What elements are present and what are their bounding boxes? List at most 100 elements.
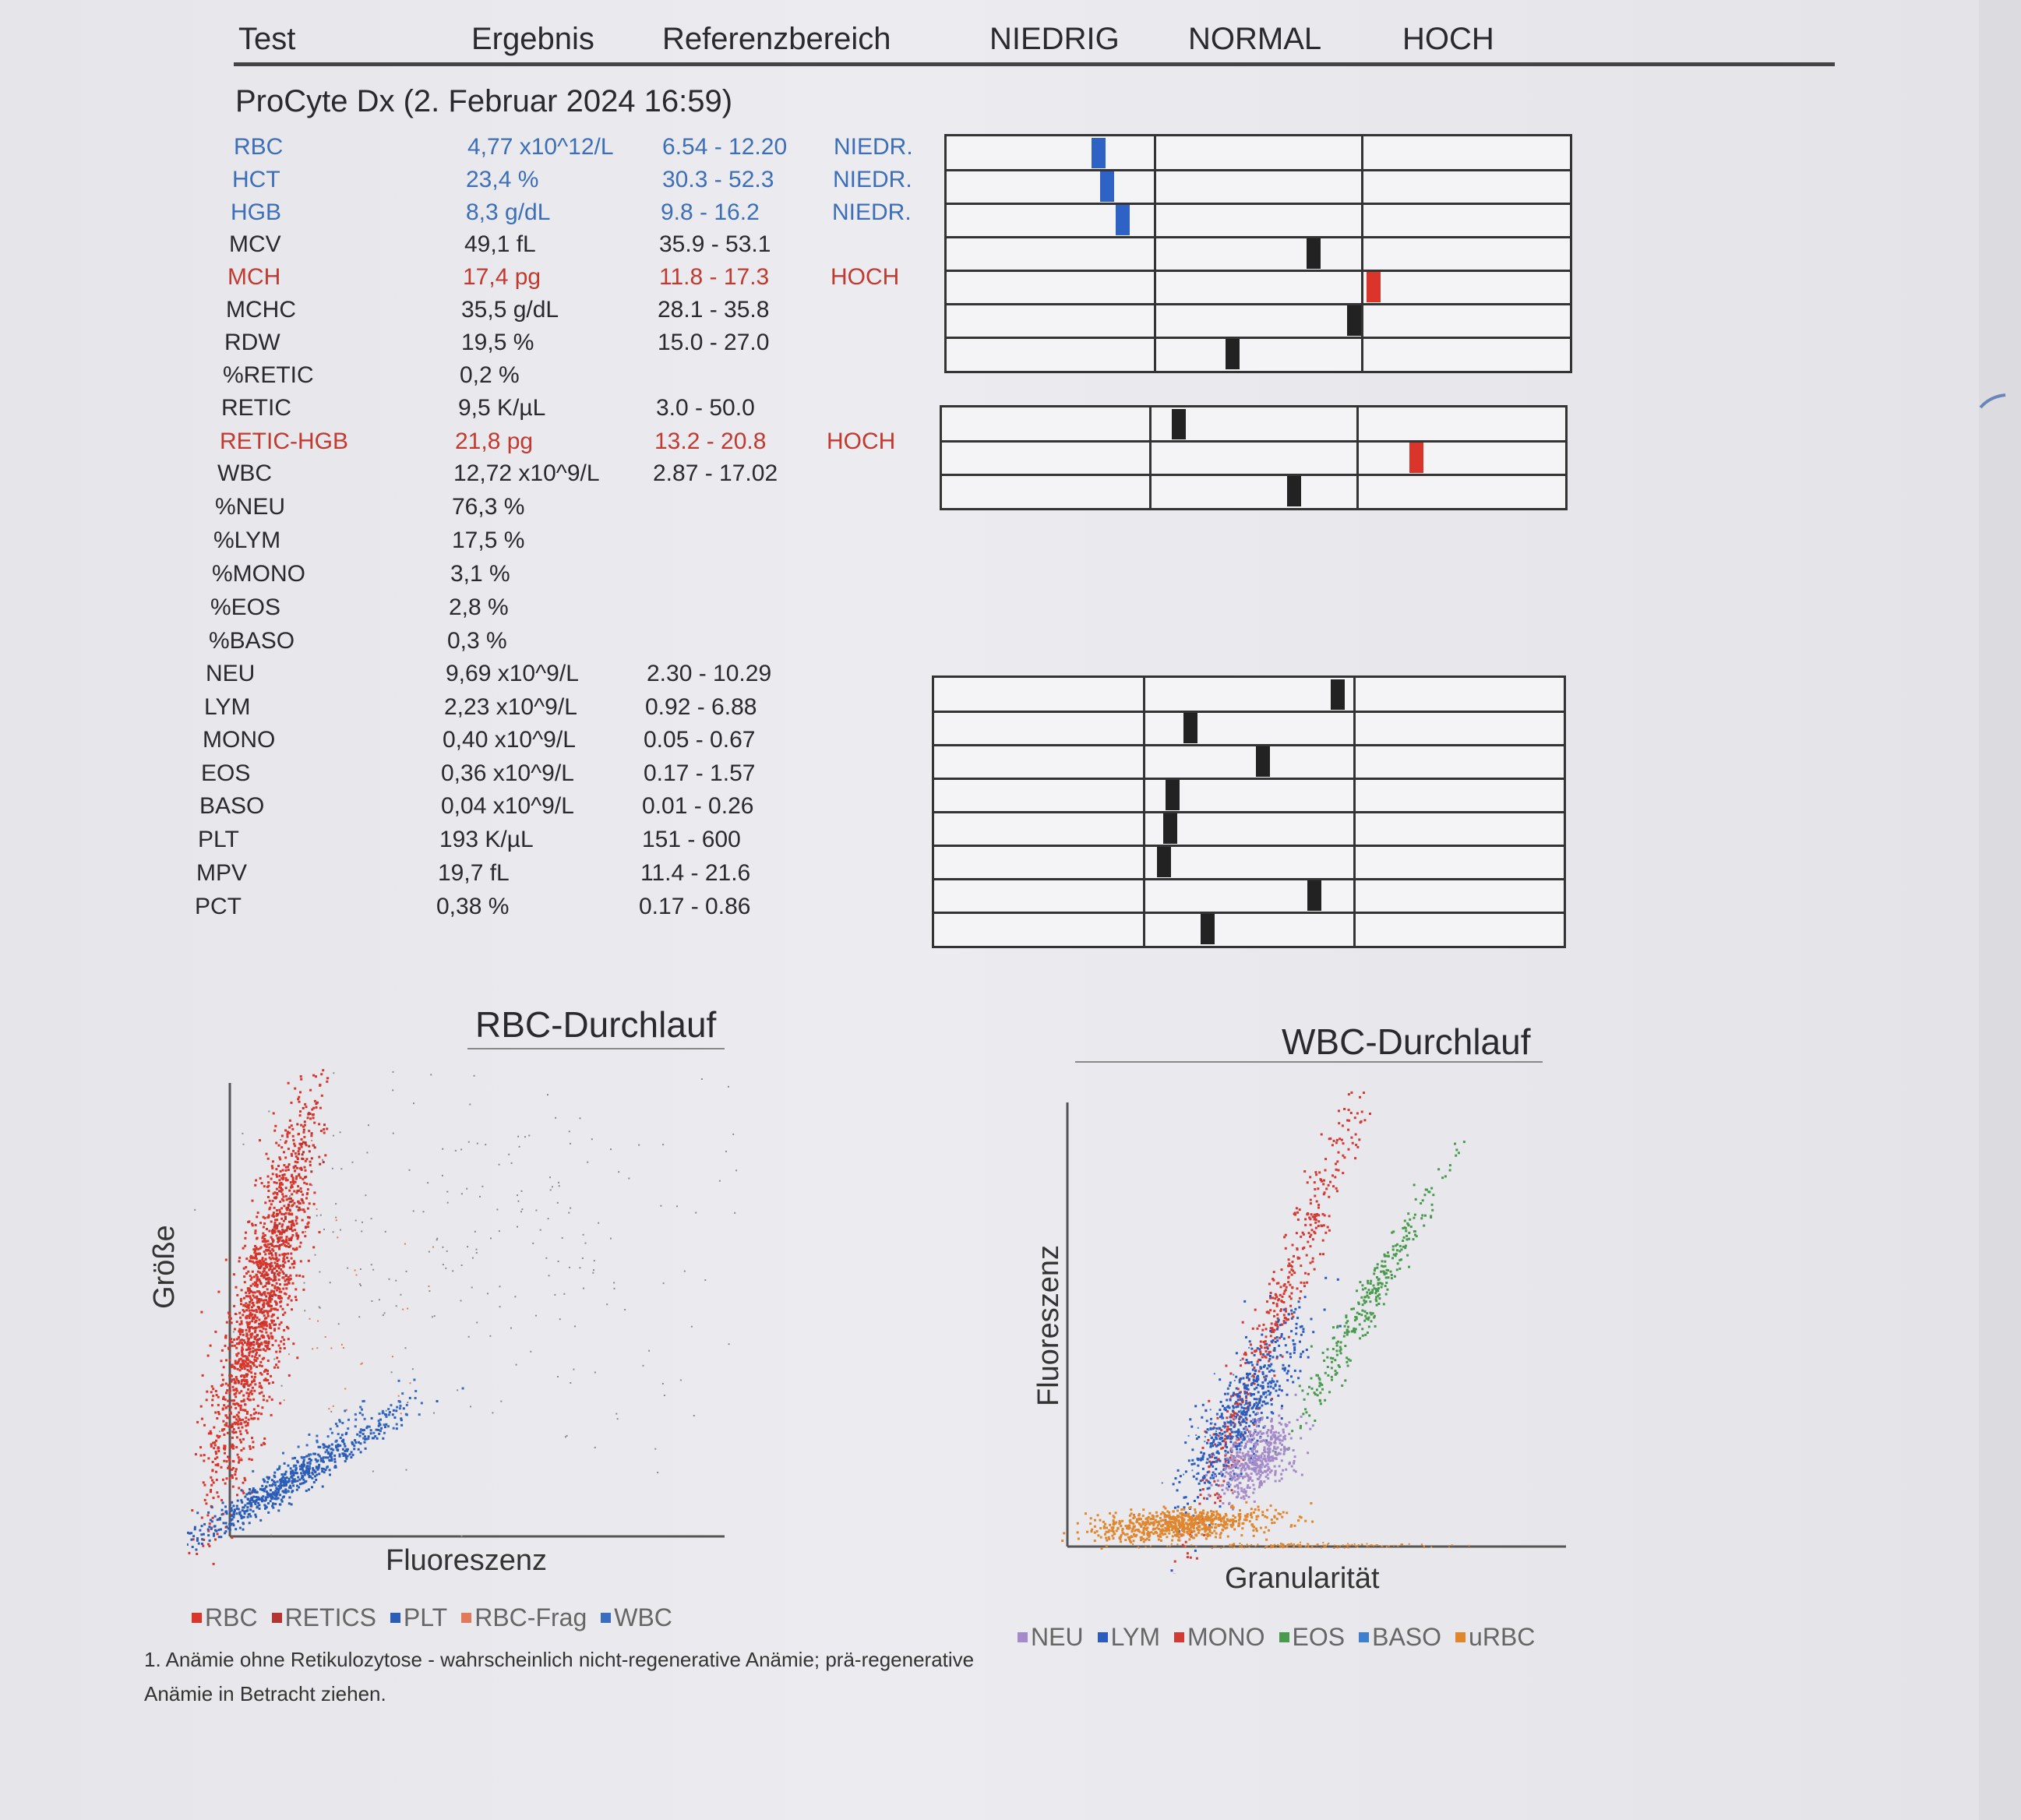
eos-cluster [1274,1141,1465,1454]
row-result: 49,1 fL [464,231,536,257]
legend-label: PLT [403,1603,448,1631]
result-row: PLT 193 K/µL 151 - 600 [0,827,935,859]
legend-swatch [1097,1632,1108,1643]
row-test: NEU [206,661,256,686]
range-marker [1287,476,1302,506]
wbc-legend: NEU LYM MONO EOS BASO uRBC [1003,1623,1535,1652]
row-result: 21,8 pg [455,429,534,454]
legend-item: EOS [1265,1623,1346,1651]
row-reference: 0.17 - 1.57 [644,760,756,786]
result-row: RETIC-HGB 21,8 pg 13.2 - 20.8 HOCH [0,429,935,461]
pen-mark [1979,393,2006,409]
result-row: HCT 23,4 % 30.3 - 52.3 NIEDR. [0,167,935,199]
range-marker [1115,205,1130,235]
row-result: 0,3 % [447,628,507,654]
legend-swatch [461,1613,472,1624]
range-marker [1225,339,1240,369]
grid-row-divider [947,337,1570,339]
row-result: 35,5 g/dL [461,297,559,323]
row-result: 19,7 fL [438,860,510,886]
row-reference: 0.05 - 0.67 [644,727,756,753]
range-marker [1171,409,1186,439]
legend-swatch [1455,1632,1466,1643]
row-test: %BASO [209,628,295,654]
row-test: %MONO [212,561,305,587]
rbc-legend: RBC RETICS PLT RBC-Frag WBC [178,1603,672,1632]
result-row: EOS 0,36 x10^9/L 0.17 - 1.57 [0,760,935,793]
wbc-y-label: Fluoreszenz [1032,1245,1065,1406]
range-marker [1367,272,1381,302]
header-rule [234,62,1835,66]
grid-row-divider [947,236,1570,238]
grid-column-divider [1361,136,1364,371]
result-row: MCH 17,4 pg 11.8 - 17.3 HOCH [0,264,935,297]
row-reference: 3.0 - 50.0 [656,395,755,421]
grid-row-divider [934,778,1564,780]
row-result: 17,4 pg [463,264,541,290]
result-row: %LYM 17,5 % [0,527,935,560]
row-test: MCHC [226,297,296,323]
rbc-title-rule [467,1048,725,1049]
header-normal: NORMAL [1188,22,1322,56]
row-test: %LYM [213,527,281,553]
header-test: Test [238,22,296,56]
result-row: RDW 19,5 % 15.0 - 27.0 [0,330,935,362]
result-row: MPV 19,7 fL 11.4 - 21.6 [0,860,935,893]
range-grid [940,405,1568,510]
grid-row-divider [947,169,1570,171]
legend-label: WBC [614,1603,672,1631]
row-reference: 2.30 - 10.29 [647,661,772,686]
rbc-scatter-plot [187,1069,738,1565]
legend-item: MONO [1160,1623,1265,1651]
result-row: RETIC 9,5 K/µL 3.0 - 50.0 [0,395,935,428]
legend-label: EOS [1292,1623,1346,1651]
wbc-x-label: Granularität [1225,1562,1380,1595]
row-test: MONO [203,727,276,753]
row-reference: 0.01 - 0.26 [642,793,754,819]
result-row: %NEU 76,3 % [0,494,935,527]
row-reference: 13.2 - 20.8 [654,429,767,454]
legend-item: RETICS [258,1603,376,1631]
range-grid [932,675,1566,948]
urbc-tail [1132,1541,1470,1550]
result-row: %RETIC 0,2 % [0,362,935,395]
row-test: RETIC [221,395,291,421]
grid-row-divider [934,845,1564,847]
legend-item: uRBC [1441,1623,1535,1651]
grid-row-divider [934,711,1564,713]
result-row: BASO 0,04 x10^9/L 0.01 - 0.26 [0,793,935,826]
wbc-plot-title: WBC-Durchlauf [1282,1021,1531,1062]
neu-cluster [1205,1393,1314,1511]
header-result: Ergebnis [471,22,594,56]
row-test: RBC [234,134,284,160]
result-row: LYM 2,23 x10^9/L 0.92 - 6.88 [0,694,935,727]
legend-item: BASO [1345,1623,1441,1651]
retics-cluster [227,1102,326,1458]
grid-column-divider [1356,407,1360,508]
rbc-x-label: Fluoreszenz [386,1544,547,1577]
result-row: MCHC 35,5 g/dL 28.1 - 35.8 [0,297,935,330]
row-test: HCT [232,167,280,192]
row-flag: HOCH [831,264,900,290]
grid-row-divider [947,203,1570,205]
range-marker [1091,138,1106,168]
row-result: 9,5 K/µL [458,395,546,421]
range-marker [1156,847,1171,877]
grid-row-divider [934,912,1564,914]
range-marker [1201,914,1215,944]
range-marker [1307,880,1322,911]
range-marker [1409,443,1423,473]
range-grid [944,134,1572,373]
result-row: %BASO 0,3 % [0,628,935,661]
header-high: HOCH [1402,22,1494,56]
row-reference: 151 - 600 [642,827,741,852]
range-marker [1162,813,1177,844]
range-marker [1166,780,1180,810]
legend-swatch [1359,1632,1370,1643]
range-marker [1307,238,1321,269]
grid-row-divider [947,303,1570,305]
legend-label: RBC [205,1603,258,1631]
row-test: MCV [229,231,281,257]
row-test: PCT [195,894,242,919]
legend-swatch [271,1613,282,1624]
